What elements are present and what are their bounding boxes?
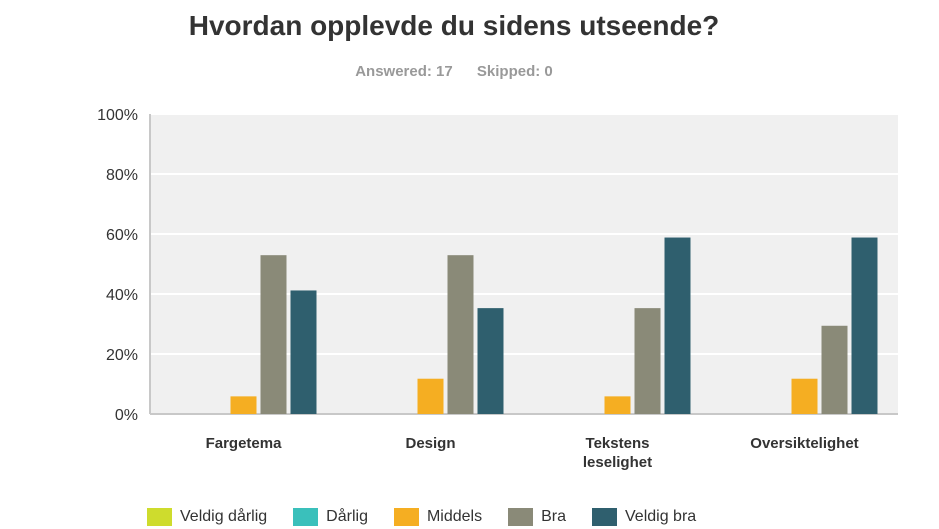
x-category-label: Fargetema (206, 435, 283, 452)
bar-design-bra (447, 255, 474, 414)
x-category-label: Design (405, 435, 455, 452)
y-tick-label: 20% (106, 347, 138, 364)
bar-design-veldig-bra (477, 308, 504, 414)
legend-swatch (592, 508, 618, 526)
x-category-label: Oversiktelighet (750, 435, 858, 452)
bar-fargetema-bra (260, 255, 287, 414)
skipped-count: Skipped: 0 (476, 63, 553, 80)
bar-tekstens-leselighet-bra (634, 308, 661, 414)
legend-item: Veldig bra (592, 508, 696, 526)
legend-label: Middels (426, 508, 483, 525)
bar-oversiktelighet-veldig-bra (851, 237, 878, 414)
bar-oversiktelighet-middels (791, 378, 818, 414)
legend-label: Veldig bra (625, 508, 697, 525)
bar-tekstens-leselighet-middels (604, 396, 631, 414)
legend-item: Veldig dårlig (147, 508, 267, 526)
response-stats: Answered: 17 Skipped: 0 (0, 63, 908, 80)
y-tick-label: 0% (115, 407, 138, 424)
legend-swatch (293, 508, 319, 526)
legend-label: Dårlig (326, 508, 368, 525)
legend-swatch (393, 508, 419, 526)
bar-fargetema-middels (230, 396, 257, 414)
y-tick-label: 40% (106, 287, 138, 304)
y-tick-label: 80% (106, 167, 138, 184)
chart-legend: Veldig dårlig Dårlig Middels Bra Veldig bra (147, 508, 722, 526)
bar-tekstens-leselighet-veldig-bra (664, 237, 691, 414)
legend-item: Bra (508, 508, 566, 526)
y-tick-label: 100% (97, 107, 138, 124)
chart-title: Hvordan opplevde du sidens utseende? (188, 10, 720, 41)
legend-swatch (147, 508, 172, 526)
legend-item: Middels (393, 508, 483, 526)
bar-design-middels (417, 378, 444, 414)
answered-count: Answered: 17 (355, 63, 453, 80)
legend-label: Veldig dårlig (180, 508, 268, 525)
x-category-label: Tekstens leselighet (583, 435, 652, 471)
bar-chart: 0% 20% 40% 60% 80% 100% Fargetema Design Teksten… (97, 107, 898, 471)
bar-fargetema-veldig-bra (290, 290, 317, 414)
legend-swatch (508, 508, 534, 526)
legend-label: Bra (541, 508, 567, 525)
legend-item: Dårlig (293, 508, 368, 526)
y-tick-label: 60% (106, 227, 138, 244)
bar-oversiktelighet-bra (821, 325, 848, 414)
